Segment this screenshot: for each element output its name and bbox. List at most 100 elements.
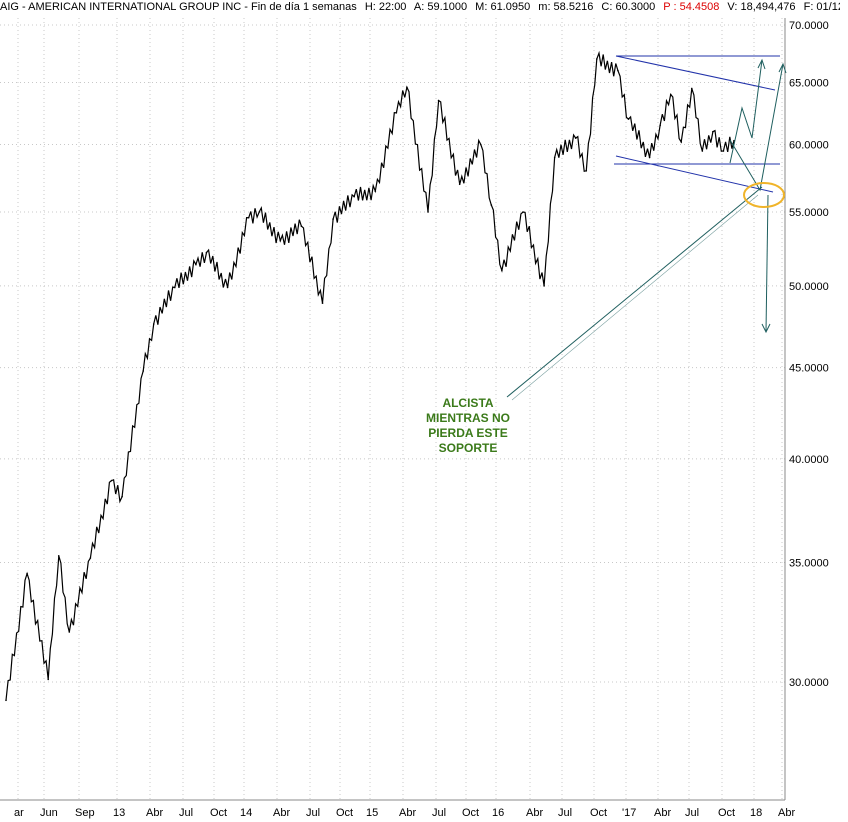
price-point-30 xyxy=(522,211,524,213)
annotation-line-4: SOPORTE xyxy=(439,441,498,455)
price-point-40 xyxy=(669,93,672,96)
price-point-28 xyxy=(490,204,493,206)
price-point-20 xyxy=(353,195,355,198)
price-point-12 xyxy=(205,251,208,254)
projection-up-arrowhead-1 xyxy=(757,58,766,70)
y-tick-label-8: 30.0000 xyxy=(789,677,829,689)
annotation-line-3: PIERDA ESTE xyxy=(428,426,508,440)
header-p-value: P : 54.4508 xyxy=(663,1,720,13)
price-point-39 xyxy=(659,124,661,127)
header-close: C: 60.3000 xyxy=(601,1,656,13)
channel-lower-diagonal xyxy=(615,155,774,193)
y-tick-label-7: 35.0000 xyxy=(789,557,829,569)
price-point-44 xyxy=(712,130,714,133)
y-tick-label-6: 40.0000 xyxy=(789,454,829,466)
price-point-2 xyxy=(47,678,50,681)
price-point-37 xyxy=(627,118,630,120)
price-point-9 xyxy=(152,323,155,325)
chart-header: AIG - AMERICAN INTERNATIONAL GROUP INC -… xyxy=(0,0,840,16)
x-tick-label-1: Jun xyxy=(40,807,58,819)
price-line xyxy=(5,50,735,701)
y-tick-label-2: 60.0000 xyxy=(789,140,829,152)
x-axis-labels: ar Jun Sep 13 Abr Jul Oct 14 Abr Jul Oct 15 Abr Jul Oc… xyxy=(14,807,795,819)
price-point-19 xyxy=(332,218,334,220)
price-point-8 xyxy=(142,370,144,372)
x-tick-label-2: Sep xyxy=(75,807,95,819)
support-pointer-line-2 xyxy=(511,194,759,401)
price-point-4 xyxy=(68,631,71,633)
price-point-6 xyxy=(110,479,113,482)
price-point-27 xyxy=(479,143,482,146)
price-point-16 xyxy=(279,239,282,242)
price-point-23 xyxy=(406,86,408,89)
price-point-38 xyxy=(648,156,651,159)
annotation-text: ALCISTA MIENTRAS NO PIERDA ESTE SOPORTE xyxy=(426,396,510,455)
channel-upper-diagonal xyxy=(615,55,776,91)
price-point-36 xyxy=(617,69,619,72)
price-point-25 xyxy=(437,99,440,102)
x-tick-label-7: 14 xyxy=(240,807,252,819)
x-tick-label-0: ar xyxy=(14,807,24,819)
x-tick-label-18: Oct xyxy=(590,807,607,819)
price-point-7 xyxy=(121,495,123,498)
x-tick-label-16: Abr xyxy=(526,807,543,819)
projection-up-path-1 xyxy=(729,59,763,164)
y-tick-label-5: 45.0000 xyxy=(789,363,829,375)
price-point-5 xyxy=(89,557,92,559)
x-tick-label-22: Oct xyxy=(718,807,735,819)
x-tick-label-8: Abr xyxy=(273,807,290,819)
annotation-line-1: ALCISTA xyxy=(442,396,493,410)
price-point-35 xyxy=(596,58,598,60)
price-point-34 xyxy=(585,170,588,172)
price-point-43 xyxy=(701,150,704,152)
x-tick-label-21: Jul xyxy=(685,807,699,819)
header-open: A: 59.1000 xyxy=(413,1,468,13)
header-low: m: 58.5216 xyxy=(538,1,594,13)
price-point-11 xyxy=(195,263,197,266)
price-point-41 xyxy=(680,141,683,143)
grid xyxy=(0,18,786,801)
x-tick-label-13: Jul xyxy=(432,807,446,819)
price-series xyxy=(5,50,735,702)
header-high: M: 61.0950 xyxy=(475,1,531,13)
header-date: F: 01/12 xyxy=(803,1,840,13)
price-point-24 xyxy=(427,211,429,213)
price-point-10 xyxy=(174,286,176,289)
y-tick-label-1: 65.0000 xyxy=(789,77,829,89)
price-point-3 xyxy=(57,555,60,557)
x-tick-label-3: 13 xyxy=(113,807,125,819)
price-point-26 xyxy=(458,183,461,186)
y-tick-label-3: 55.0000 xyxy=(789,207,829,219)
x-tick-label-24: Abr xyxy=(778,807,795,819)
x-tick-label-4: Abr xyxy=(146,807,163,819)
x-tick-label-6: Oct xyxy=(210,807,227,819)
x-tick-label-11: 15 xyxy=(366,807,378,819)
price-point-21 xyxy=(374,190,377,192)
price-point-29 xyxy=(501,269,503,272)
price-point-14 xyxy=(247,216,250,219)
x-tick-label-14: Oct xyxy=(462,807,479,819)
header-volume: V: 18,494,476 xyxy=(727,1,796,13)
x-tick-label-9: Jul xyxy=(306,807,320,819)
x-tick-label-17: Jul xyxy=(558,807,572,819)
x-tick-label-10: Oct xyxy=(336,807,353,819)
projection-down-path xyxy=(765,194,769,333)
price-point-1 xyxy=(26,572,28,575)
annotation-line-2: MIENTRAS NO xyxy=(426,411,510,425)
x-tick-label-12: Abr xyxy=(399,807,416,819)
price-point-15 xyxy=(258,211,261,213)
price-point-31 xyxy=(543,285,545,287)
chart-title: AIG - AMERICAN INTERNATIONAL GROUP INC -… xyxy=(0,1,357,13)
x-tick-label-19: '17 xyxy=(622,807,636,819)
x-tick-label-5: Jul xyxy=(179,807,193,819)
price-point-32 xyxy=(553,156,556,159)
price-point-17 xyxy=(300,225,303,228)
projection-up-path-2 xyxy=(729,63,784,192)
y-tick-label-4: 50.0000 xyxy=(789,281,829,293)
support-pointer-line xyxy=(506,186,763,398)
projection-down-arrowhead xyxy=(761,323,771,334)
price-point-13 xyxy=(226,286,229,289)
x-tick-label-20: Abr xyxy=(654,807,671,819)
price-point-22 xyxy=(395,112,398,114)
